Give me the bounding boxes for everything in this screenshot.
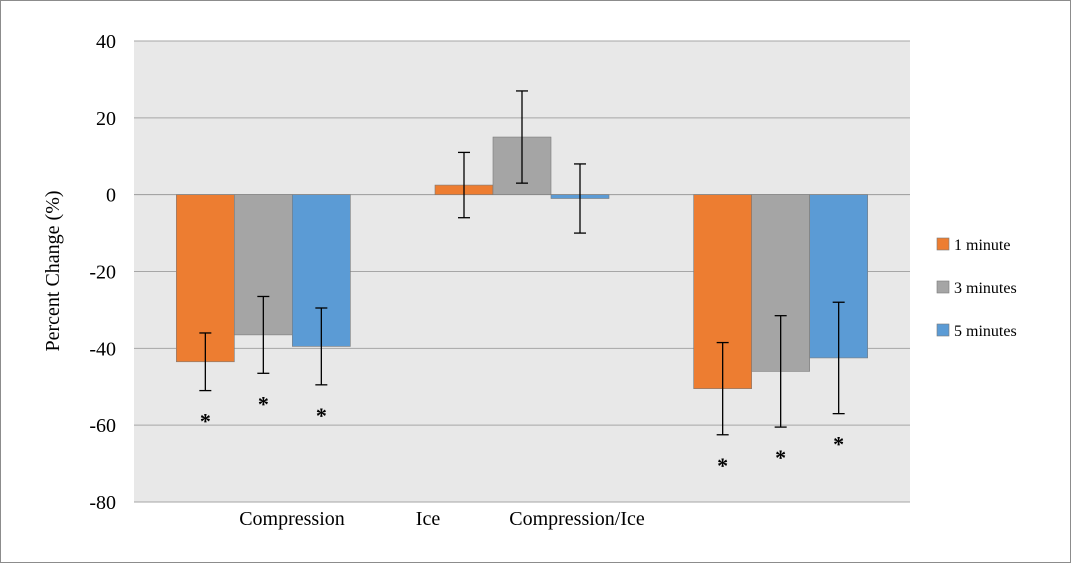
significance-marker: * (200, 409, 211, 434)
y-tick-label: 0 (106, 185, 116, 207)
y-tick-label: -60 (89, 415, 116, 437)
significance-marker: * (833, 432, 844, 457)
significance-marker: * (775, 445, 786, 470)
significance-marker: * (717, 453, 728, 478)
y-tick-label: -40 (89, 338, 116, 360)
x-tick-label: Ice (416, 508, 441, 530)
y-tick-label: 20 (96, 108, 116, 130)
y-tick-label: -20 (89, 262, 116, 284)
x-tick-label: Compression/Ice (509, 508, 645, 530)
legend-label: 3 minutes (954, 280, 1017, 297)
y-tick-label: 40 (96, 31, 116, 53)
legend-label: 5 minutes (954, 323, 1017, 340)
legend-swatch (936, 280, 950, 294)
significance-marker: * (316, 403, 327, 428)
y-axis-label: Percent Change (%) (42, 190, 64, 351)
legend-label: 1 minute (954, 237, 1010, 254)
legend-swatch (936, 237, 950, 251)
legend-swatch (936, 323, 950, 337)
y-tick-label: -80 (89, 492, 116, 514)
x-tick-label: Compression (239, 508, 345, 530)
significance-marker: * (258, 391, 269, 416)
